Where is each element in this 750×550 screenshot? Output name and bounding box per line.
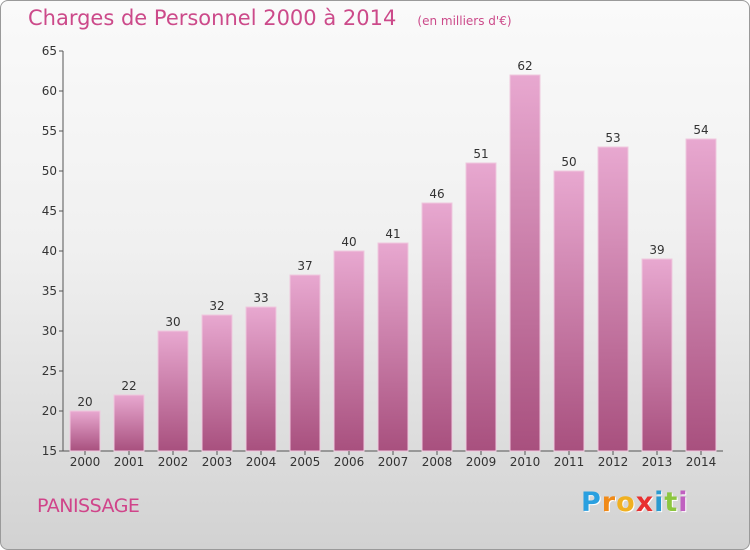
chart-header: Charges de Personnel 2000 à 2014 (en mil… [28,6,512,30]
y-tick-label: 65 [42,44,57,58]
y-tick-label: 50 [42,164,57,178]
bar-value-label: 62 [517,59,532,73]
proxiti-logo: Proxiti [581,487,689,518]
bar [509,74,541,452]
logo-letter: r [601,487,617,518]
bar-value-label: 41 [385,227,400,241]
bar [553,170,585,452]
bar [377,242,409,452]
logo-letter: P [581,487,602,518]
x-tick-label: 2002 [158,455,189,469]
bar-value-label: 54 [693,123,708,137]
y-tick-label: 35 [42,284,57,298]
bar [421,202,453,452]
bar [69,410,101,452]
x-tick-label: 2012 [598,455,629,469]
x-tick-label: 2011 [554,455,585,469]
bar-value-label: 22 [121,379,136,393]
y-tick-label: 55 [42,124,57,138]
x-tick-label: 2001 [114,455,145,469]
x-tick-label: 2006 [334,455,365,469]
x-tick-label: 2014 [686,455,717,469]
x-tick-label: 2010 [510,455,541,469]
bar [113,394,145,452]
bar [465,162,497,452]
x-tick-label: 2007 [378,455,409,469]
chart-subtitle: (en milliers d'€) [417,14,512,28]
logo-letter: t [664,487,679,518]
bar-value-label: 37 [297,259,312,273]
x-tick-label: 2008 [422,455,453,469]
y-tick-label: 20 [42,404,57,418]
logo-letter: i [654,487,665,518]
y-tick-label: 45 [42,204,57,218]
x-tick-label: 2005 [290,455,321,469]
bar [157,330,189,452]
y-tick-label: 15 [42,444,57,458]
bar-value-label: 46 [429,187,444,201]
logo-letter: x [635,487,655,518]
bar-value-label: 51 [473,147,488,161]
logo-letter: o [616,487,636,518]
bar [289,274,321,452]
bar-value-label: 30 [165,315,180,329]
x-tick-label: 2013 [642,455,673,469]
bar [597,146,629,452]
bar [333,250,365,452]
y-tick-label: 40 [42,244,57,258]
x-tick-label: 2009 [466,455,497,469]
commune-name: PANISSAGE [37,495,140,517]
bar-value-label: 32 [209,299,224,313]
bar-value-label: 50 [561,155,576,169]
bar-value-label: 20 [77,395,92,409]
bar-value-label: 33 [253,291,268,305]
logo-letter: i [678,487,689,518]
bar [685,138,717,452]
y-tick-label: 30 [42,324,57,338]
x-tick-label: 2004 [246,455,277,469]
bar [641,258,673,452]
bar-value-label: 40 [341,235,356,249]
x-tick-label: 2000 [70,455,101,469]
y-tick-label: 60 [42,84,57,98]
bar [245,306,277,452]
chart-title: Charges de Personnel 2000 à 2014 [28,6,397,30]
bar [201,314,233,452]
x-tick-label: 2003 [202,455,233,469]
y-tick-label: 25 [42,364,57,378]
bar-value-label: 39 [649,243,664,257]
bar-value-label: 53 [605,131,620,145]
